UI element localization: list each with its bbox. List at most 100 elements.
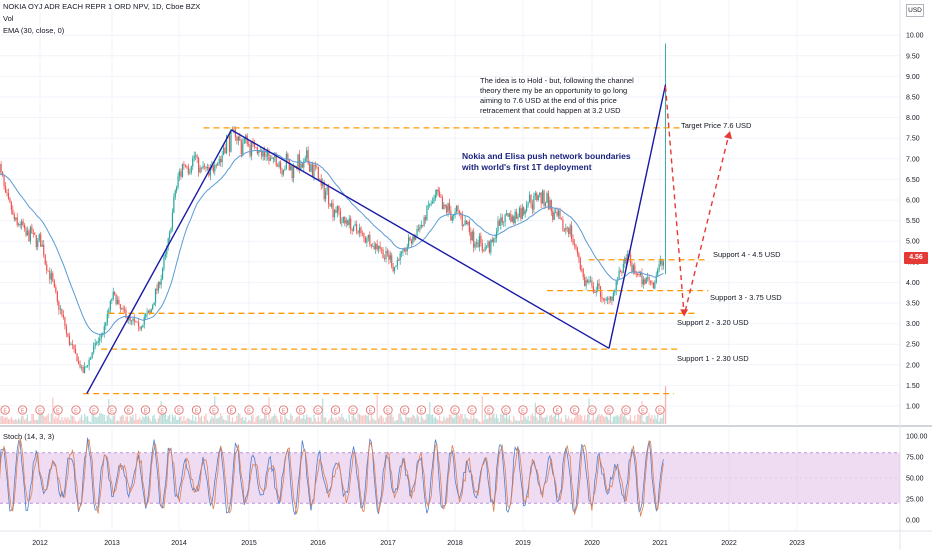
volume-bar	[410, 417, 413, 424]
volume-bar	[234, 421, 237, 424]
volume-bar	[602, 416, 604, 424]
volume-bar	[6, 416, 8, 424]
volume-bar	[7, 418, 10, 424]
candle-body	[225, 135, 228, 154]
candle-body	[386, 251, 389, 254]
idea-note[interactable]: The idea is to Hold - but, following the…	[480, 76, 634, 115]
candle-body	[338, 205, 340, 211]
time-tick-label: 2015	[241, 540, 257, 547]
support4-label[interactable]: Support 4 - 4.5 USD	[713, 250, 781, 259]
candle-body	[74, 348, 77, 354]
volume-bar	[527, 416, 529, 424]
volume-bar	[308, 417, 311, 424]
volume-bar	[388, 415, 390, 424]
candle-body	[461, 214, 463, 226]
volume-bar	[566, 418, 568, 424]
candle-body	[358, 227, 361, 233]
volume-bar	[1, 415, 4, 424]
candle-body	[485, 246, 488, 248]
candle-body	[465, 220, 468, 225]
volume-bar	[200, 415, 203, 424]
support3-label[interactable]: Support 3 - 3.75 USD	[710, 293, 782, 302]
volume-bar	[649, 418, 652, 424]
candle-body	[523, 207, 525, 215]
volume-bar	[338, 416, 340, 424]
volume-bar	[363, 415, 365, 424]
candle-body	[170, 228, 172, 233]
volume-bar	[274, 413, 276, 424]
volume-bar	[405, 414, 407, 424]
main-pane[interactable]	[0, 0, 900, 424]
candle-body	[641, 272, 643, 285]
stoch-tick-label: 50.00	[906, 476, 924, 483]
time-tick-label: 2014	[171, 540, 187, 547]
candle-body	[408, 237, 410, 247]
time-axis[interactable]: 2012 2013 2014 2015 2016 2017 2018 2019 2020 2021…	[32, 540, 805, 547]
earnings-marker-letter: E	[538, 408, 542, 414]
volume-bar	[79, 417, 81, 424]
candle-body	[366, 238, 368, 243]
candle-body	[513, 216, 515, 224]
time-tick-label: 2017	[380, 540, 396, 547]
volume-bar	[571, 418, 573, 424]
candle-body	[290, 165, 292, 171]
candle-body	[166, 246, 168, 255]
price-axis[interactable]: 1.001.502.002.503.003.504.004.505.005.50…	[906, 33, 924, 411]
volume-bar	[13, 420, 15, 424]
volume-bar	[38, 413, 40, 424]
support2-label[interactable]: Support 2 - 3.20 USD	[677, 318, 749, 327]
candle-body	[215, 165, 217, 166]
earnings-marker	[416, 405, 427, 415]
stoch-legend[interactable]: Stoch (14, 3, 3)	[3, 432, 55, 441]
volume-bar	[370, 413, 372, 424]
candle-body	[588, 280, 590, 283]
candle-body	[550, 200, 552, 212]
volume-bar	[383, 421, 386, 424]
volume-bar	[22, 415, 24, 424]
earnings-marker	[107, 405, 117, 415]
candle-body	[402, 249, 404, 252]
volume-bar	[376, 395, 378, 424]
candle-body	[333, 209, 336, 218]
target-label[interactable]: Target Price 7.6 USD	[681, 121, 752, 130]
volume-bar	[420, 415, 422, 424]
candle-body	[400, 251, 403, 254]
ema-legend[interactable]: EMA (30, close, 0)	[3, 26, 65, 35]
candle-body	[607, 298, 609, 300]
volume-bar	[163, 414, 165, 424]
candle-body	[375, 243, 377, 250]
volume-bar	[142, 416, 144, 424]
candle-body	[76, 353, 78, 362]
volume-bar	[604, 417, 606, 424]
candle-body	[266, 150, 269, 157]
stoch-axis[interactable]: 0.00 25.00 50.00 75.00 100.00	[906, 434, 928, 525]
news-note[interactable]: Nokia and Elisa push network boundaries …	[462, 151, 631, 172]
volume-bar	[52, 397, 54, 424]
support1-label[interactable]: Support 1 - 2.30 USD	[677, 354, 749, 363]
earnings-marker	[17, 405, 28, 415]
volume-bar	[645, 416, 647, 424]
earnings-marker	[71, 405, 81, 415]
volume-bar	[215, 418, 217, 424]
symbol-legend[interactable]: NOKIA OYJ ADR EACH REPR 1 ORD NPV, 1D, C…	[3, 2, 201, 11]
volume-bar	[398, 413, 400, 424]
earnings-marker	[655, 405, 665, 415]
volume-bar	[83, 413, 86, 424]
currency-badge[interactable]: USD	[906, 4, 924, 17]
earnings-marker	[244, 405, 254, 415]
candle-body	[26, 230, 29, 236]
trend-down-line	[231, 129, 610, 349]
candle-body	[59, 309, 61, 310]
candle-body	[549, 200, 551, 209]
candle-body	[115, 294, 117, 304]
earnings-marker-letter: E	[282, 408, 286, 414]
volume-bar	[28, 421, 30, 424]
volume-bar	[208, 421, 210, 424]
volume-bar	[306, 414, 308, 424]
volume-bar	[458, 416, 460, 424]
volume-bar	[154, 419, 157, 424]
candle-body	[217, 163, 219, 166]
candle-body	[174, 190, 176, 198]
vol-legend[interactable]: Vol	[3, 14, 14, 23]
